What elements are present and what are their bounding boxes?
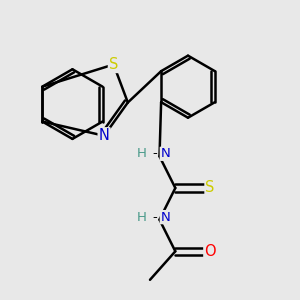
Text: N: N [160,211,170,224]
Text: N: N [99,128,110,143]
Text: N: N [160,147,170,160]
Text: S: S [109,57,118,72]
Text: -: - [152,211,157,224]
Text: H: H [137,147,147,160]
Text: -: - [152,147,157,160]
Text: S: S [206,181,215,196]
Text: H: H [137,211,147,224]
Text: O: O [204,244,216,259]
